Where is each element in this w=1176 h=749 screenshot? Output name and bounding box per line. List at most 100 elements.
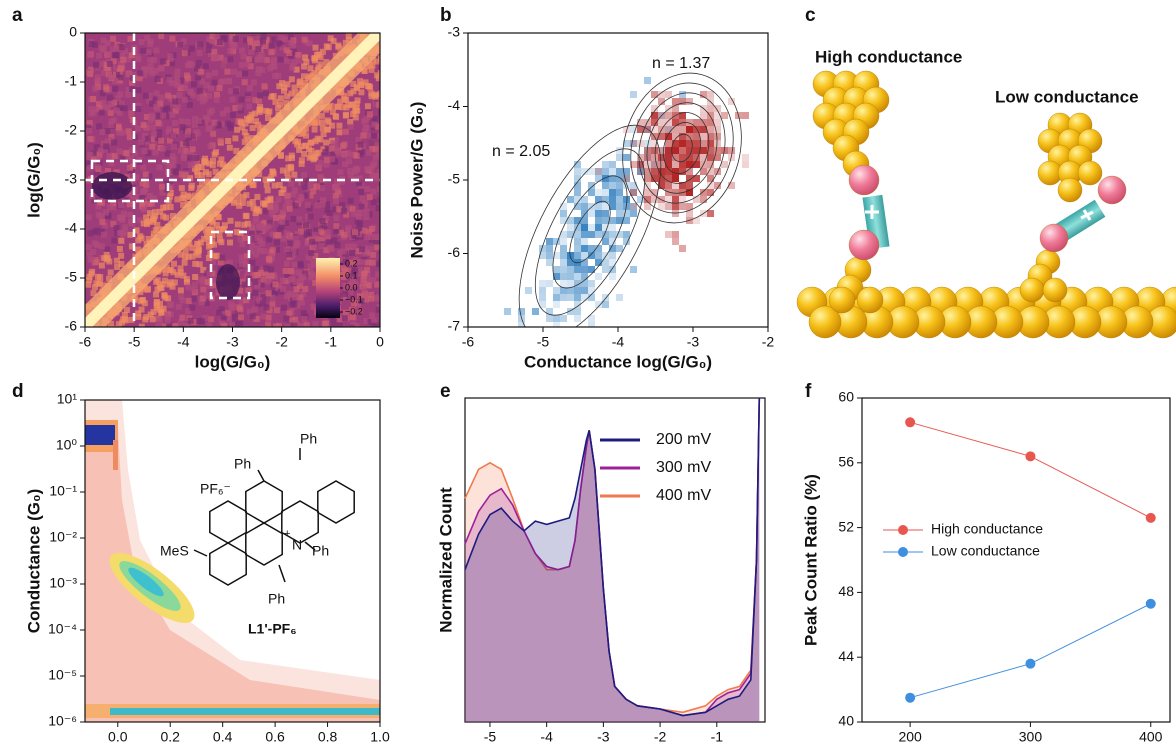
heat-cell	[89, 111, 95, 117]
legend-label: 400 mV	[656, 487, 711, 504]
heat-cell	[331, 38, 337, 44]
legend-label: Low conductance	[931, 543, 1040, 559]
heat-cell	[107, 204, 113, 210]
heat-cell	[320, 197, 326, 203]
heat-cell	[239, 97, 245, 103]
heat-cell	[135, 106, 141, 112]
heat-cell	[376, 75, 382, 81]
heat-cell	[693, 119, 700, 126]
heat-cell	[233, 88, 239, 94]
heat-cell	[218, 138, 224, 144]
heat-cell	[160, 146, 166, 152]
heat-cell	[262, 208, 268, 214]
heat-cell	[87, 152, 93, 158]
heat-cell	[707, 154, 714, 161]
heat-cell	[208, 316, 214, 322]
heat-cell	[595, 224, 602, 231]
heat-cell	[269, 43, 275, 49]
heat-cell	[107, 153, 113, 159]
heat-cell	[238, 120, 244, 126]
heat-cell	[116, 125, 122, 131]
y-tick-label: -5	[448, 171, 461, 187]
heat-cell	[89, 41, 95, 47]
heat-cell	[227, 240, 233, 246]
heat-cell	[232, 135, 238, 141]
colorbar-label: 0.2	[345, 258, 358, 268]
heat-cell	[188, 162, 194, 168]
heat-cell	[672, 238, 679, 245]
heat-cell	[581, 203, 588, 210]
heat-cell	[359, 246, 365, 252]
heat-cell	[117, 148, 123, 154]
heat-cell	[273, 215, 279, 221]
heat-cell	[192, 296, 198, 302]
heatmap-b	[490, 60, 757, 360]
y-tick-label: -3	[448, 24, 461, 40]
heat-cell	[266, 224, 272, 230]
heat-cell	[116, 321, 122, 327]
heat-cell	[609, 273, 616, 280]
heat-cell	[94, 259, 100, 265]
heat-cell	[294, 286, 300, 292]
heat-cell	[378, 70, 384, 76]
heat-cell	[700, 196, 707, 203]
heat-cell	[609, 224, 616, 231]
heat-cell	[574, 266, 581, 273]
heat-cell	[348, 172, 354, 178]
heat-cell	[245, 61, 251, 67]
heat-cell	[101, 232, 107, 238]
heat-cell	[672, 231, 679, 238]
heat-cell	[581, 287, 588, 294]
heat-cell	[651, 147, 658, 154]
heat-cell	[227, 56, 233, 62]
heat-cell	[303, 133, 309, 139]
x-axis-label: log(G/G₀)	[195, 352, 271, 371]
heat-cell	[546, 245, 553, 252]
x-tick-label: -3	[597, 729, 610, 745]
y-tick-label: -3	[65, 171, 78, 187]
heat-cell	[266, 315, 272, 321]
heat-cell	[262, 83, 268, 89]
heat-cell	[246, 104, 252, 110]
x-tick-label: -2	[762, 334, 775, 350]
diagram-label: High conductance	[815, 47, 962, 66]
x-tick-label: 0.0	[108, 729, 128, 745]
heat-cell	[206, 47, 212, 53]
heat-cell	[285, 193, 291, 199]
heat-cell	[330, 109, 336, 115]
heat-cell	[665, 119, 672, 126]
heat-cell	[178, 287, 184, 293]
heat-cell	[742, 112, 749, 119]
heat-cell	[609, 231, 616, 238]
heat-cell	[89, 269, 95, 275]
heat-cell	[122, 224, 128, 230]
heat-cell	[588, 252, 595, 259]
heat-cell	[153, 104, 159, 110]
x-axis-label: Conductance log(G/G₀)	[524, 352, 712, 371]
heat-cell	[560, 294, 567, 301]
heat-cell	[296, 52, 302, 58]
x-tick-label: -5	[128, 334, 141, 350]
panel-letter: b	[440, 5, 452, 26]
heat-cell	[256, 208, 262, 214]
heat-cell	[206, 126, 212, 132]
heat-cell	[214, 222, 220, 228]
heat-cell	[198, 69, 204, 75]
heat-cell	[319, 113, 325, 119]
heat-cell	[206, 161, 212, 167]
heat-cell	[343, 112, 349, 118]
heat-cell	[348, 102, 354, 108]
heat-cell	[707, 126, 714, 133]
heat-cell	[301, 310, 307, 316]
bond	[258, 470, 264, 481]
heat-cell	[317, 174, 323, 180]
heat-cell	[239, 62, 245, 68]
heat-cell	[168, 267, 174, 273]
heat-cell	[630, 91, 637, 98]
heat-cell	[296, 147, 302, 153]
panel-letter: c	[805, 5, 816, 26]
heat-cell	[574, 238, 581, 245]
heat-cell	[574, 168, 581, 175]
heat-cell	[179, 118, 185, 124]
heat-cell	[185, 284, 191, 290]
